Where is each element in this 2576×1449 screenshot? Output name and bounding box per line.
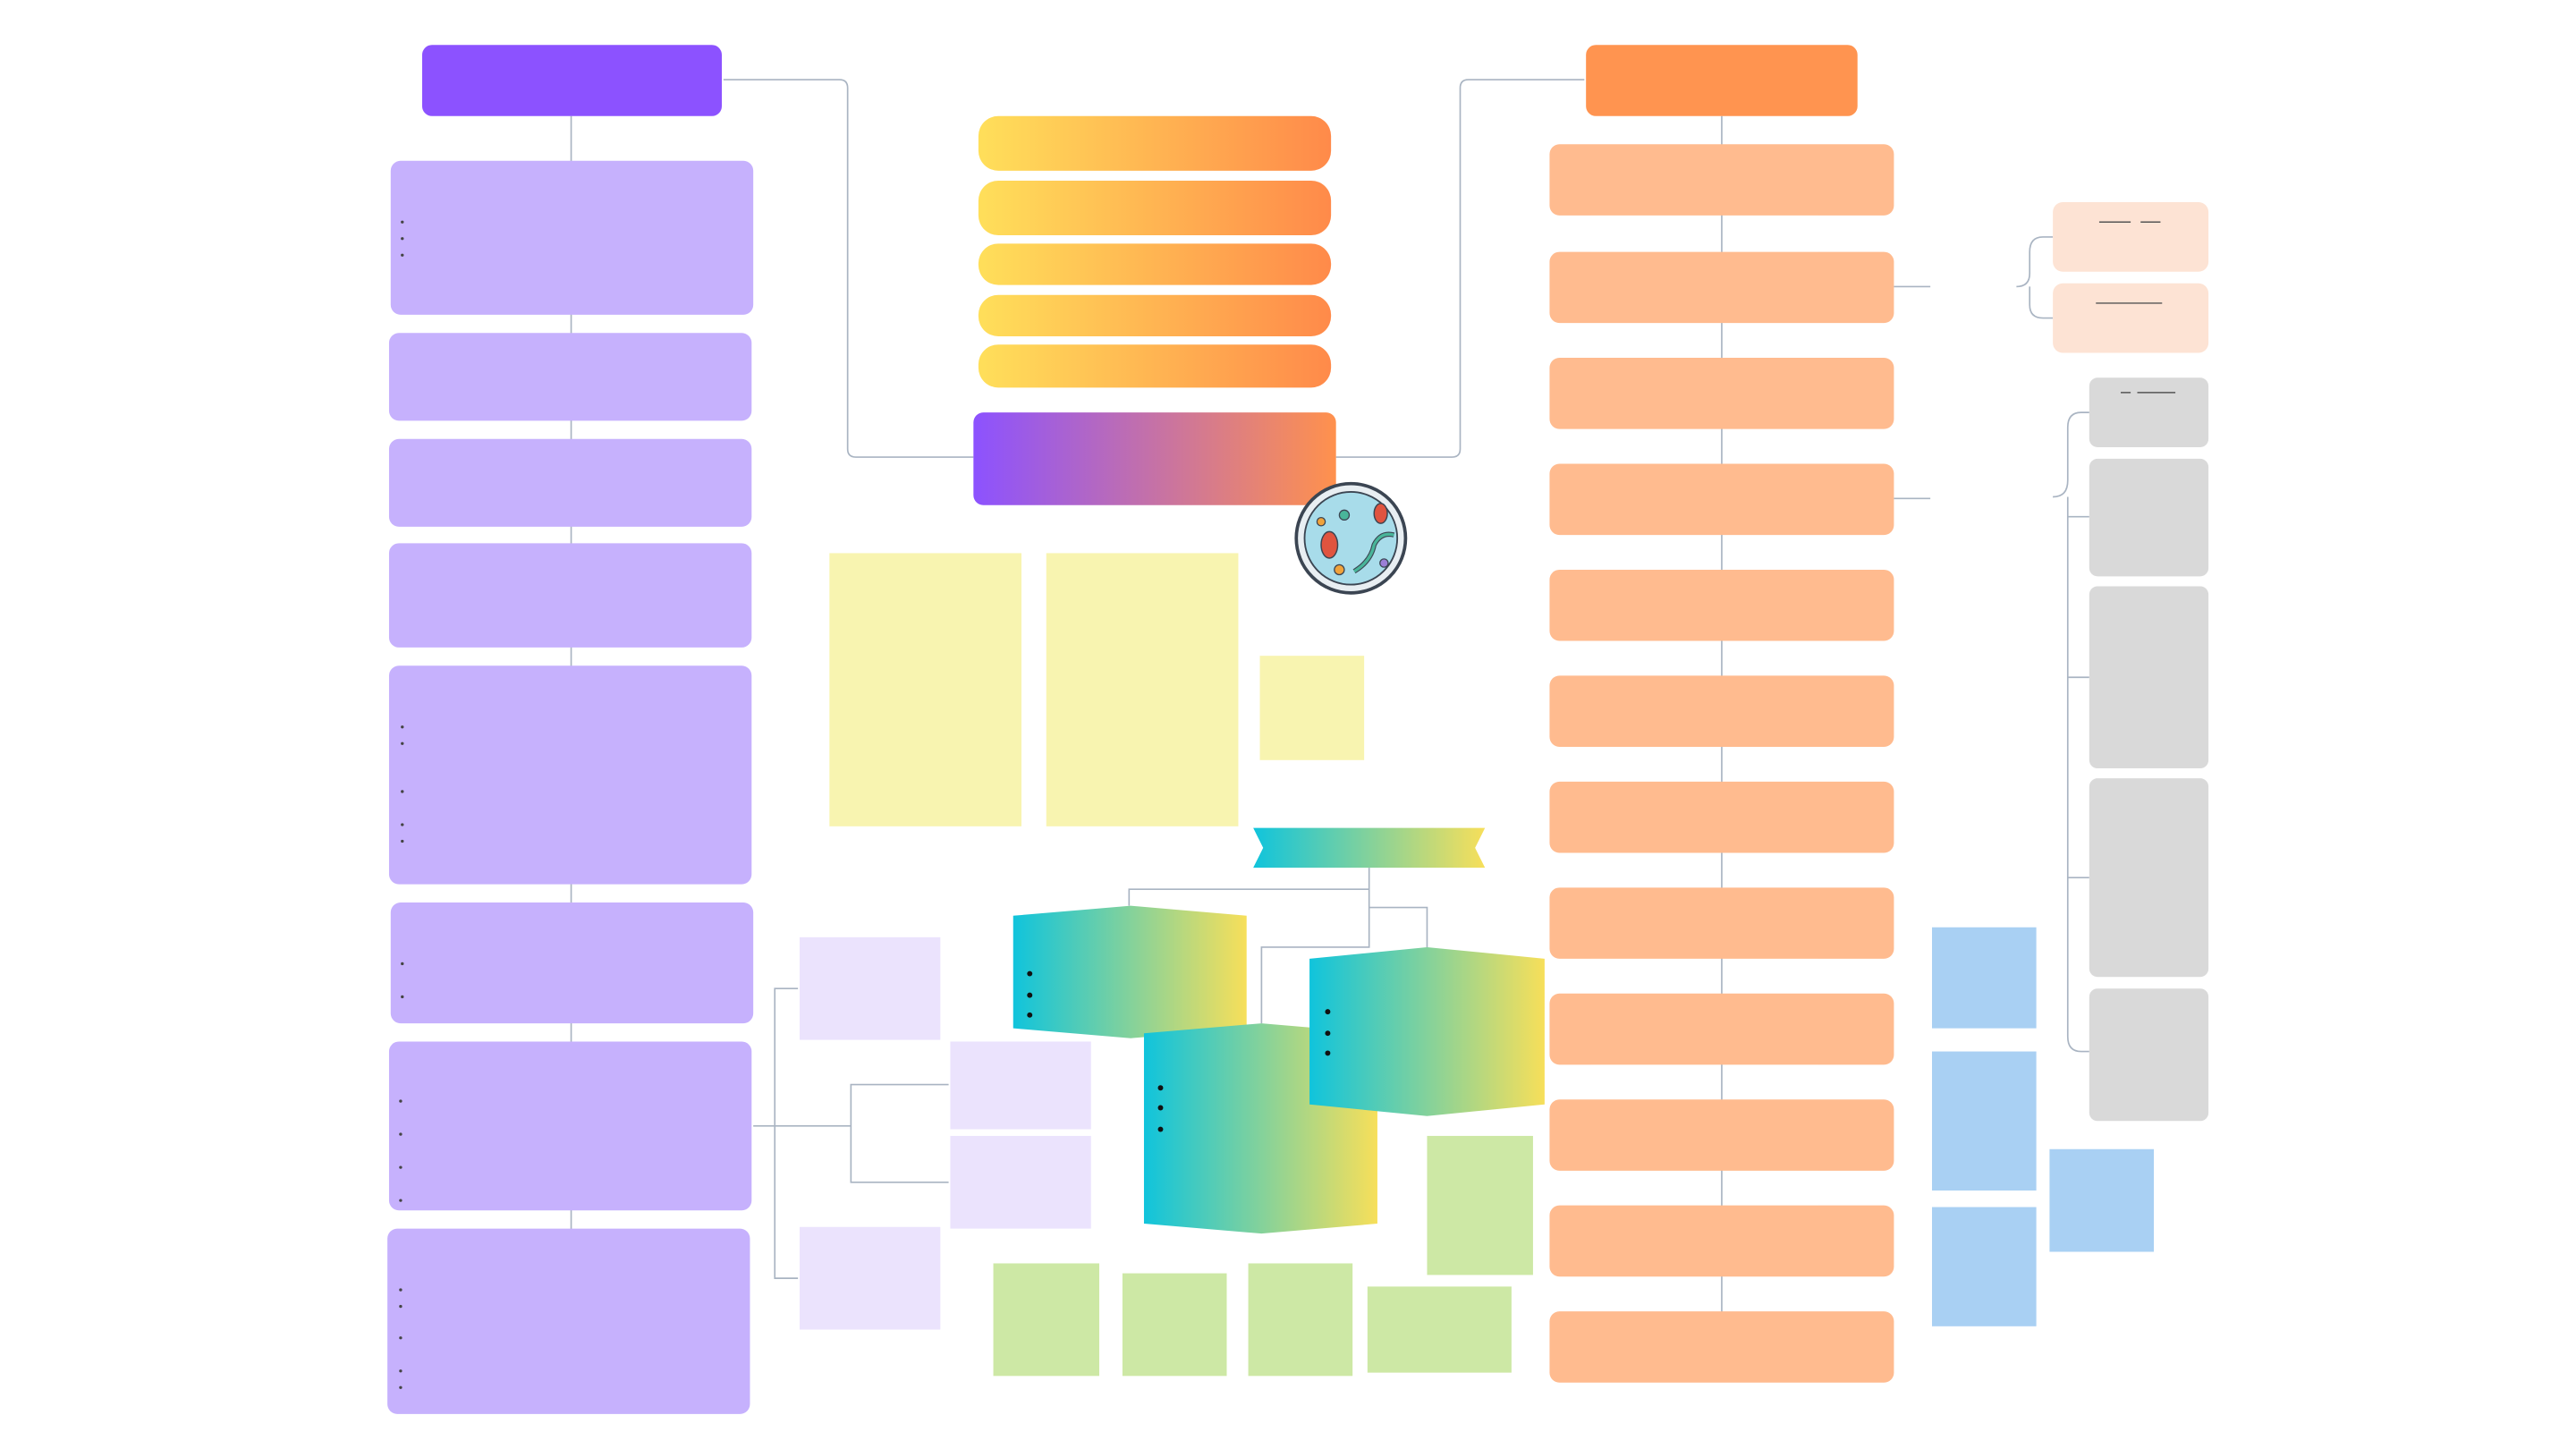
note <box>2089 988 2209 1122</box>
sticky-note <box>950 1135 1091 1229</box>
orange-card <box>1549 1311 1894 1383</box>
note <box>2089 778 2209 978</box>
green-notes <box>993 1135 1533 1377</box>
sticky-note <box>799 1226 941 1330</box>
note <box>2089 377 2209 447</box>
hexagon <box>1013 905 1247 1038</box>
orange-card <box>1549 144 1894 216</box>
sticky-note <box>799 936 941 1040</box>
bullets <box>399 220 404 1389</box>
orange-card <box>1549 993 1894 1065</box>
lavender-notes <box>799 936 1091 1330</box>
sticky-note <box>829 553 1022 826</box>
pill <box>978 344 1332 388</box>
sticky-note <box>1427 1135 1533 1275</box>
pill <box>978 115 1332 171</box>
orange-header <box>1586 45 1858 116</box>
sticky-note <box>1932 1051 2037 1191</box>
orange-card <box>1549 358 1894 429</box>
purple-card <box>387 1228 750 1414</box>
hexagon <box>1309 946 1545 1116</box>
pill <box>978 180 1332 236</box>
gray-notes <box>2089 377 2209 1122</box>
bullets <box>1027 970 1331 1132</box>
orange-card <box>1549 569 1894 641</box>
yellow-notes <box>829 553 1365 826</box>
blue-notes <box>1932 927 2155 1326</box>
pill <box>978 294 1332 336</box>
pill <box>978 243 1332 285</box>
sticky-note <box>1248 1263 1353 1377</box>
note <box>2053 283 2209 353</box>
orange-card <box>1549 887 1894 959</box>
purple-card <box>388 665 752 885</box>
orange-card <box>1549 781 1894 853</box>
orange-card <box>1549 463 1894 536</box>
sticky-note <box>950 1041 1091 1130</box>
note <box>2089 458 2209 577</box>
orange-card <box>1549 1099 1894 1171</box>
orange-card <box>1549 675 1894 747</box>
orange-column <box>1549 45 1894 1383</box>
sticky-note <box>1122 1273 1227 1377</box>
orange-card <box>1549 251 1894 324</box>
ribbon <box>1253 827 1486 869</box>
sticky-note <box>1046 553 1239 826</box>
purple-card <box>388 1041 752 1211</box>
sticky-note <box>1367 1286 1512 1373</box>
gradient-shapes <box>1013 827 1545 1234</box>
bacteria-icon <box>1294 481 1408 595</box>
purple-column <box>387 45 754 1414</box>
purple-header <box>421 45 722 116</box>
sticky-note <box>1932 927 2037 1029</box>
note <box>2053 202 2209 272</box>
purple-card <box>388 543 752 648</box>
purple-card <box>388 438 752 527</box>
purple-card <box>390 160 754 315</box>
title-stack <box>973 115 1336 505</box>
sticky-note <box>1259 656 1365 760</box>
orange-card <box>1549 1205 1894 1277</box>
purple-card <box>388 333 752 421</box>
peach-notes <box>2053 202 2209 353</box>
sticky-note <box>1932 1207 2037 1326</box>
sticky-note <box>993 1263 1099 1377</box>
note <box>2089 586 2209 769</box>
purple-card <box>390 902 754 1024</box>
sticky-note <box>2049 1148 2155 1252</box>
main-banner <box>973 412 1336 505</box>
